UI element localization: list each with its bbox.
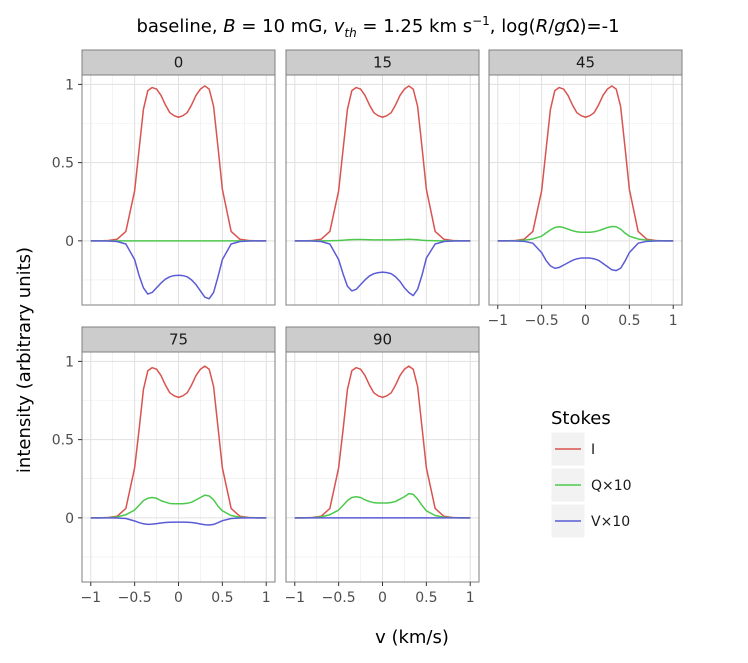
series-line-i <box>294 365 471 519</box>
x-tick-label: −0.5 <box>322 590 356 606</box>
series-line-i <box>90 85 267 242</box>
series-line-v10 <box>90 240 267 300</box>
chart-title: baseline, B = 10 mG, vth = 1.25 km s−1, … <box>136 14 619 40</box>
panel-border <box>81 74 276 306</box>
series-line-i <box>294 85 471 242</box>
facet-panel: 45 −1 −0.5 0 0.5 1 <box>487 49 683 329</box>
x-tick-label: −1 <box>487 313 508 329</box>
series-line-v10 <box>497 240 674 272</box>
title-part: Ω)=-1 <box>566 16 620 37</box>
y-tick-label: 0 <box>65 511 74 527</box>
series-line-v10 <box>90 517 267 526</box>
series-line-q10 <box>294 492 471 519</box>
title-part: g <box>554 16 565 37</box>
legend-label: V×10 <box>591 514 630 530</box>
strip-label: 15 <box>373 54 392 72</box>
title-part: = 1.25 km s <box>357 16 472 37</box>
series-line-q10 <box>497 225 674 242</box>
title-part: B <box>223 16 235 37</box>
series-line-i <box>90 365 267 519</box>
y-tick-label: 0.5 <box>52 433 74 449</box>
x-tick-label: −0.5 <box>118 590 152 606</box>
x-tick-label: 1 <box>262 590 271 606</box>
series-line-i <box>497 85 674 242</box>
title-part: / <box>548 16 555 37</box>
x-tick-label: 0.5 <box>618 313 640 329</box>
title-part: = 10 mG, <box>236 16 334 37</box>
y-tick-label: 0.5 <box>52 156 74 172</box>
strip-background <box>285 49 480 76</box>
strip-label: 90 <box>373 331 392 349</box>
x-axis-title: v (km/s) <box>375 627 449 648</box>
x-tick-label: 1 <box>669 313 678 329</box>
x-tick-label: 0.5 <box>211 590 233 606</box>
panel-border <box>285 74 480 306</box>
facet-panel: 75 0 0.5 1 −1 −0.5 0 0.5 1 <box>52 326 276 606</box>
facet-panel: 15 <box>285 49 480 306</box>
legend-title: Stokes <box>551 408 611 429</box>
strip-label: 75 <box>169 331 188 349</box>
legend: Stokes I Q×10 V×10 <box>550 408 632 539</box>
x-tick-label: 0 <box>174 590 183 606</box>
y-tick-label: 1 <box>65 77 74 93</box>
legend-label: I <box>591 442 595 458</box>
title-part: R <box>536 16 549 37</box>
series-line-q10 <box>294 238 471 242</box>
x-tick-label: 0 <box>581 313 590 329</box>
title-part: , log( <box>490 16 536 37</box>
series-line-q10 <box>90 494 267 519</box>
title-part: v <box>334 16 345 37</box>
title-part: baseline, <box>136 16 223 37</box>
x-tick-label: 0.5 <box>415 590 437 606</box>
x-tick-label: 0 <box>378 590 387 606</box>
legend-label: Q×10 <box>591 478 632 494</box>
strip-background <box>285 326 480 353</box>
x-tick-label: −0.5 <box>525 313 559 329</box>
y-tick-label: 1 <box>65 354 74 370</box>
facet-panel: 000.51 <box>52 49 276 306</box>
title-part: −1 <box>472 14 490 28</box>
y-tick-label: 0 <box>65 234 74 250</box>
title-part: th <box>344 26 356 40</box>
strip-background <box>81 326 276 353</box>
y-axis-title: intensity (arbitrary units) <box>14 247 35 473</box>
strip-background <box>488 49 683 76</box>
x-tick-label: −1 <box>80 590 101 606</box>
strip-label: 45 <box>576 54 595 72</box>
x-tick-label: −1 <box>284 590 305 606</box>
x-tick-label: 1 <box>466 590 475 606</box>
facet-panel: 90 −1 −0.5 0 0.5 1 <box>284 326 480 606</box>
strip-label: 0 <box>174 54 184 72</box>
series-line-v10 <box>294 240 471 297</box>
